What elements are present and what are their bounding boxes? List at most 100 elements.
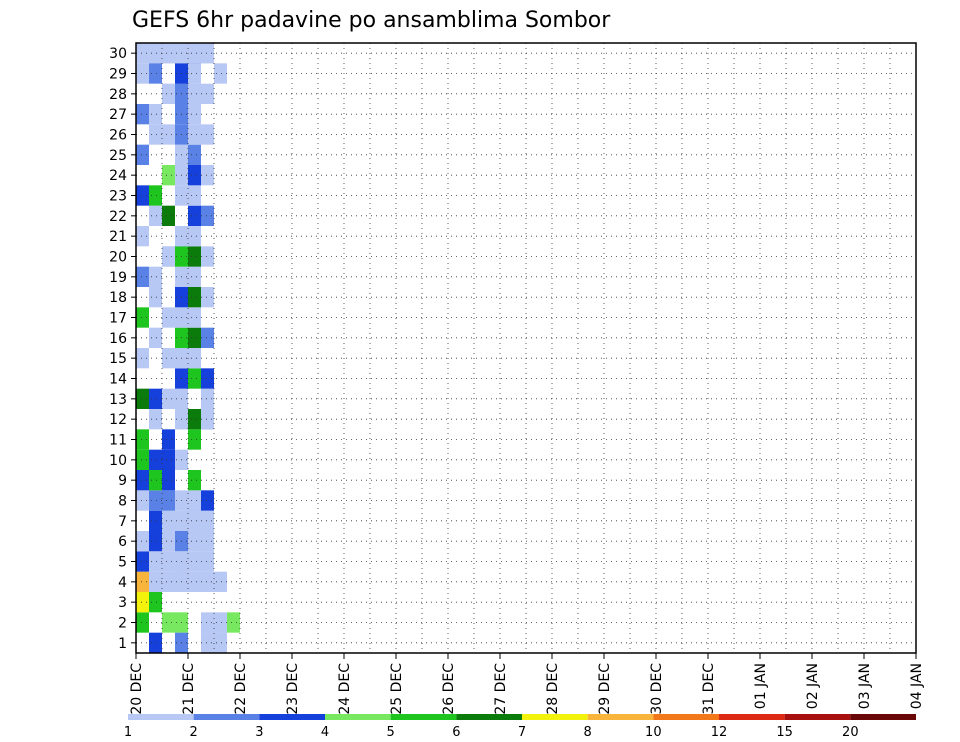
heatmap-cell xyxy=(162,388,175,409)
y-tick-label: 25 xyxy=(109,148,127,164)
colorbar-segment xyxy=(390,714,457,720)
heatmap-cell xyxy=(188,246,201,267)
y-tick-label: 4 xyxy=(118,575,127,591)
heatmap-cell xyxy=(149,124,162,145)
heatmap-cell xyxy=(136,490,149,511)
heatmap-cell xyxy=(136,185,149,206)
heatmap-cell xyxy=(201,571,214,592)
y-tick-label: 5 xyxy=(118,555,127,571)
y-tick-label: 6 xyxy=(118,534,127,550)
heatmap-cell xyxy=(149,632,162,653)
heatmap-cell xyxy=(136,449,149,470)
heatmap-cell xyxy=(136,551,149,572)
plot-frame xyxy=(135,42,917,654)
colorbar-segment xyxy=(784,714,851,720)
y-tick-label: 27 xyxy=(109,107,127,123)
heatmap-cell xyxy=(201,327,214,348)
heatmap-cell xyxy=(162,612,175,633)
y-tick-label: 28 xyxy=(109,87,127,103)
heatmap-cell xyxy=(188,287,201,308)
y-tick-label: 9 xyxy=(118,473,127,489)
x-tick-label: 01 JAN xyxy=(753,663,769,709)
colorbar-segment xyxy=(325,714,391,720)
heatmap-cell xyxy=(188,490,201,511)
heatmap-cell xyxy=(149,551,162,572)
heatmap-cell xyxy=(201,612,214,633)
y-tick-label: 8 xyxy=(118,494,127,510)
heatmap-cell xyxy=(162,449,175,470)
colorbar-label: 5 xyxy=(387,725,395,740)
colorbar-segment xyxy=(719,714,785,720)
heatmap-cell xyxy=(149,327,162,348)
heatmap-cell xyxy=(149,490,162,511)
heatmap-cell xyxy=(136,348,149,369)
heatmap-cell xyxy=(149,63,162,84)
y-tick-label: 26 xyxy=(109,128,127,144)
x-tick-label: 23 DEC xyxy=(285,663,301,715)
colorbar-label: 3 xyxy=(255,725,263,740)
x-tick-label: 29 DEC xyxy=(597,663,613,715)
x-tick-label: 04 JAN xyxy=(909,663,925,709)
x-tick-label: 26 DEC xyxy=(441,663,457,715)
y-tick-label: 29 xyxy=(109,67,127,83)
heatmap-cell xyxy=(201,490,214,511)
heatmap-cell xyxy=(149,185,162,206)
heatmap-cell xyxy=(188,83,201,104)
heatmap-cell xyxy=(136,63,149,84)
heatmap-cell xyxy=(188,368,201,389)
y-tick-label: 15 xyxy=(109,351,127,367)
heatmap-cell xyxy=(201,368,214,389)
y-tick-label: 16 xyxy=(109,331,127,347)
heatmap-cell xyxy=(201,124,214,145)
colorbar-segment xyxy=(587,714,654,720)
heatmap-cells xyxy=(136,43,240,653)
y-tick-label: 12 xyxy=(109,412,127,428)
heatmap-cell xyxy=(136,429,149,450)
y-tick-label: 18 xyxy=(109,290,127,306)
heatmap-cell xyxy=(188,409,201,430)
x-tick-label: 31 DEC xyxy=(701,663,717,715)
heatmap-cell xyxy=(136,266,149,287)
heatmap-cell xyxy=(214,571,227,592)
y-tick-label: 11 xyxy=(109,433,127,449)
colorbar-segment xyxy=(259,714,325,720)
heatmap-cell xyxy=(162,124,175,145)
heatmap-cell xyxy=(201,205,214,226)
y-tick-label: 1 xyxy=(118,636,127,652)
heatmap-cell xyxy=(188,124,201,145)
heatmap-cell xyxy=(201,165,214,186)
colorbar-label: 10 xyxy=(645,725,662,740)
heatmap-cell xyxy=(136,388,149,409)
heatmap-cell xyxy=(149,43,162,64)
heatmap-cell xyxy=(162,43,175,64)
colorbar-label: 7 xyxy=(518,725,526,740)
heatmap-cell xyxy=(162,531,175,552)
heatmap-cell xyxy=(162,571,175,592)
heatmap-cell xyxy=(162,551,175,572)
heatmap-cell xyxy=(188,63,201,84)
heatmap-cell xyxy=(136,144,149,165)
heatmap-cell xyxy=(201,531,214,552)
colorbar-segment xyxy=(522,714,588,720)
colorbar-segment xyxy=(128,714,194,720)
heatmap-cell xyxy=(214,612,227,633)
heatmap-cell xyxy=(188,226,201,247)
heatmap-cell xyxy=(162,165,175,186)
colorbar-label: 12 xyxy=(711,725,728,740)
colorbar-segment xyxy=(653,714,719,720)
heatmap-cell xyxy=(201,551,214,572)
x-tick-label: 30 DEC xyxy=(649,663,665,715)
chart-grid xyxy=(136,43,916,653)
y-tick-label: 20 xyxy=(109,250,127,266)
x-tick-label: 25 DEC xyxy=(389,663,405,715)
x-tick-label: 02 JAN xyxy=(805,663,821,709)
chart-title: GEFS 6hr padavine po ansamblima Sombor xyxy=(132,8,611,33)
heatmap-cell xyxy=(188,429,201,450)
heatmap-cell xyxy=(149,449,162,470)
heatmap-cell xyxy=(149,409,162,430)
heatmap-cell xyxy=(162,470,175,491)
heatmap-cell xyxy=(149,287,162,308)
heatmap-cell xyxy=(214,63,227,84)
heatmap-cell xyxy=(162,348,175,369)
